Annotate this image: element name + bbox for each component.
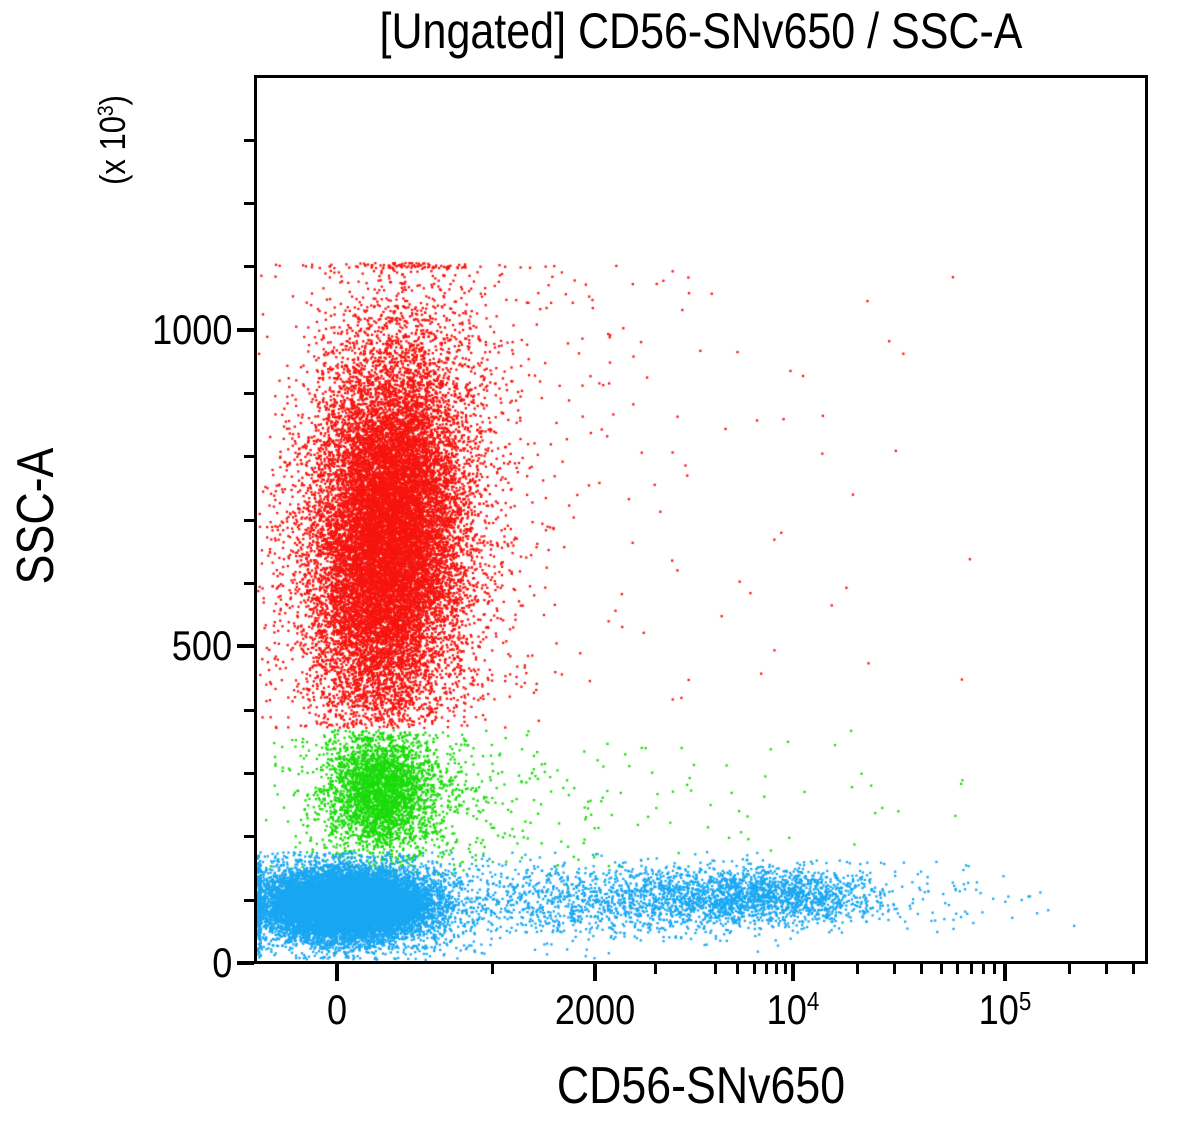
x-minor-tick: [713, 964, 717, 974]
x-minor-tick: [855, 964, 859, 974]
chart-title-text: [Ungated] CD56-SNv650 / SSC-A: [379, 3, 1023, 59]
y-minor-tick: [244, 391, 254, 395]
x-tick-label: 104: [766, 985, 820, 1033]
scatter-canvas: [257, 78, 1145, 961]
x-tick-exponent: 4: [806, 985, 820, 1016]
x-tick-label: 0: [326, 986, 348, 1033]
y-minor-tick: [244, 898, 254, 902]
x-minor-tick: [1067, 964, 1071, 974]
y-minor-tick: [244, 201, 254, 205]
x-minor-tick: [969, 964, 973, 974]
x-minor-tick: [1131, 964, 1135, 974]
x-minor-tick: [919, 964, 923, 974]
x-tick-label: 2000: [554, 986, 636, 1033]
y-major-tick: [237, 328, 254, 332]
y-tick-label: 0: [211, 939, 232, 986]
x-minor-tick: [783, 964, 787, 974]
y-axis-unit-label: (x 103): [92, 95, 133, 185]
x-minor-tick: [774, 964, 778, 974]
y-minor-tick: [244, 708, 254, 712]
x-minor-tick: [892, 964, 896, 974]
x-major-tick: [791, 964, 795, 981]
y-minor-tick: [244, 138, 254, 142]
x-minor-tick: [490, 964, 494, 974]
x-axis-label: CD56-SNv650: [556, 1057, 846, 1115]
x-major-tick: [1003, 964, 1007, 981]
y-tick-label: 500: [171, 622, 232, 669]
x-major-tick: [593, 964, 597, 981]
y-tick-label: 1000: [151, 306, 232, 353]
y-minor-tick: [244, 264, 254, 268]
x-minor-tick: [735, 964, 739, 974]
x-minor-tick: [764, 964, 768, 974]
x-major-tick: [335, 964, 339, 981]
y-major-tick: [237, 644, 254, 648]
x-minor-tick: [992, 964, 996, 974]
x-minor-tick: [939, 964, 943, 974]
x-minor-tick: [955, 964, 959, 974]
y-minor-tick: [244, 581, 254, 585]
y-minor-tick: [244, 454, 254, 458]
x-minor-tick: [653, 964, 657, 974]
x-minor-tick: [752, 964, 756, 974]
y-major-tick: [237, 961, 254, 965]
y-minor-tick: [244, 771, 254, 775]
x-minor-tick: [981, 964, 985, 974]
y-unit-exponent: 3: [92, 105, 118, 117]
y-axis-label: SSC-A: [7, 447, 65, 585]
x-tick-exponent: 5: [1018, 985, 1032, 1016]
x-minor-tick: [1104, 964, 1108, 974]
page-title: [Ungated] CD56-SNv650 / SSC-A: [327, 2, 1075, 60]
y-minor-tick: [244, 834, 254, 838]
y-minor-tick: [244, 518, 254, 522]
x-tick-label: 105: [978, 985, 1032, 1033]
